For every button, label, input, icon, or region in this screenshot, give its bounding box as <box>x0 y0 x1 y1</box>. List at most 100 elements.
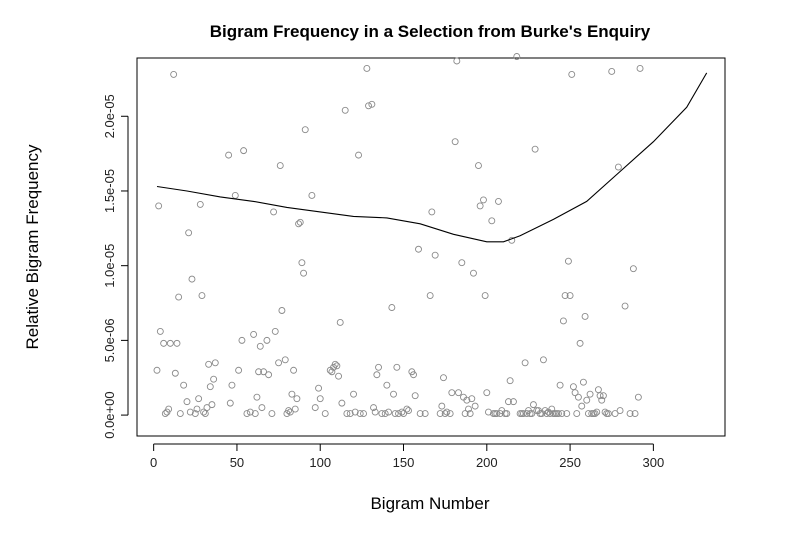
data-point <box>333 362 341 370</box>
data-point <box>431 251 439 259</box>
data-point <box>503 410 511 418</box>
data-point <box>240 147 248 155</box>
data-point <box>458 259 466 267</box>
data-point <box>300 269 308 277</box>
y-tick-label: 2.0e-05 <box>102 94 117 138</box>
data-point <box>171 369 179 377</box>
data-point <box>185 229 193 237</box>
data-point <box>591 410 599 418</box>
data-point <box>351 408 359 416</box>
data-point <box>335 372 343 380</box>
data-point <box>193 405 201 413</box>
data-point <box>599 392 607 400</box>
data-point <box>243 410 251 418</box>
data-point <box>573 410 581 418</box>
data-point <box>548 405 556 413</box>
data-point <box>476 202 484 210</box>
data-point <box>531 145 539 153</box>
data-point <box>375 363 382 371</box>
data-point <box>579 378 587 386</box>
data-point <box>226 399 234 407</box>
data-point <box>371 408 379 416</box>
data-point <box>251 410 259 418</box>
data-point <box>493 410 501 418</box>
data-point <box>268 410 276 418</box>
y-axis-label: Relative Bigram Frequency <box>23 144 42 350</box>
data-point <box>583 396 591 404</box>
data-point <box>331 360 339 368</box>
data-point <box>521 359 529 367</box>
data-point <box>465 405 472 413</box>
data-point <box>378 410 386 418</box>
data-point <box>200 408 208 416</box>
data-point <box>293 395 301 403</box>
data-point <box>328 368 336 376</box>
data-point <box>421 410 429 418</box>
data-point <box>446 410 454 418</box>
data-point <box>286 408 294 416</box>
data-point <box>519 410 527 418</box>
data-point <box>468 395 476 403</box>
data-point <box>270 208 278 216</box>
data-point <box>593 408 601 416</box>
data-point <box>636 65 644 72</box>
data-point <box>255 368 263 376</box>
data-point <box>441 410 449 418</box>
data-point <box>440 374 447 382</box>
plot-frame <box>136 57 726 437</box>
data-point <box>561 292 569 300</box>
data-point <box>338 399 346 407</box>
data-point <box>350 390 357 398</box>
data-point <box>586 390 594 398</box>
data-point <box>598 396 606 404</box>
data-point <box>578 402 586 410</box>
data-point <box>398 408 406 416</box>
data-point <box>211 359 219 367</box>
data-point <box>165 405 173 413</box>
data-point <box>453 57 461 65</box>
data-point <box>295 220 303 228</box>
data-point <box>385 408 392 416</box>
data-point <box>604 410 612 418</box>
data-point <box>271 327 279 335</box>
data-point <box>631 410 639 418</box>
data-point <box>584 410 592 418</box>
data-point <box>206 383 214 391</box>
data-point <box>311 404 319 412</box>
data-point <box>634 393 642 401</box>
x-tick-label: 300 <box>643 455 665 470</box>
data-point <box>258 404 266 412</box>
data-point <box>426 292 434 300</box>
data-point <box>263 336 271 344</box>
data-point <box>558 410 566 418</box>
data-point <box>581 313 589 320</box>
data-point <box>365 102 372 110</box>
data-point <box>455 389 462 397</box>
data-point <box>205 360 213 368</box>
data-point <box>601 408 609 416</box>
data-point <box>629 265 637 273</box>
data-point <box>416 410 424 418</box>
data-point <box>265 371 273 379</box>
data-point <box>288 390 296 398</box>
data-point <box>186 408 194 416</box>
data-point <box>475 162 482 170</box>
x-tick-label: 250 <box>559 455 581 470</box>
data-point <box>564 257 572 265</box>
data-point <box>356 410 364 418</box>
data-point <box>388 304 396 311</box>
data-point <box>201 410 209 418</box>
data-point <box>246 408 254 416</box>
data-point <box>191 410 199 418</box>
data-point <box>290 366 298 374</box>
data-point <box>559 317 567 325</box>
y-tick-label: 1.0e-05 <box>102 244 117 288</box>
data-point <box>308 192 316 199</box>
x-tick-label: 100 <box>309 455 331 470</box>
data-point <box>160 339 168 347</box>
x-axis: 0 50 100 150 200 250 300 <box>150 443 665 470</box>
data-point <box>576 339 584 347</box>
data-point <box>539 356 547 364</box>
data-point <box>443 408 451 416</box>
